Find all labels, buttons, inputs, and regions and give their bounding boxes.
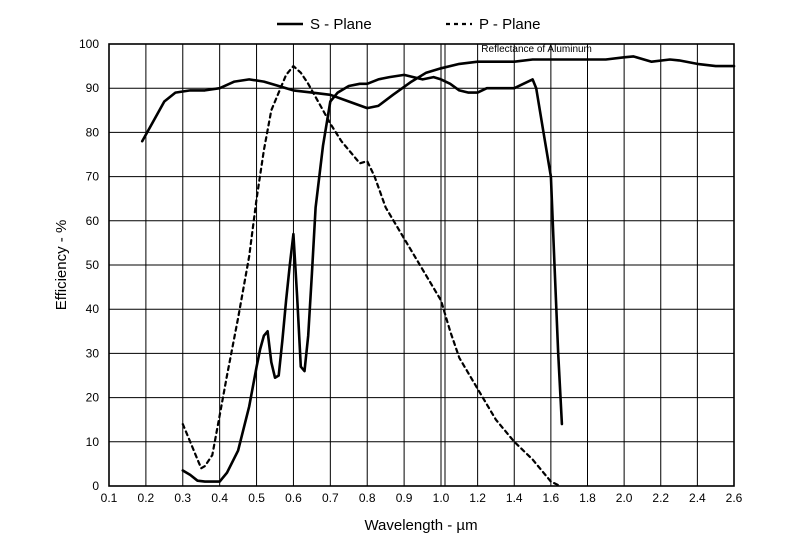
y-tick-label: 50 <box>86 258 100 272</box>
x-tick-label: 0.6 <box>285 491 302 505</box>
x-tick-label: 0.1 <box>101 491 118 505</box>
y-tick-label: 80 <box>86 125 100 139</box>
series-line-p-plane <box>181 64 562 488</box>
x-tick-label: 1.4 <box>506 491 523 505</box>
x-tick-label: 2.4 <box>689 491 706 505</box>
x-tick-label: 2.6 <box>726 491 743 505</box>
y-tick-label: 0 <box>92 479 99 493</box>
x-tick-label: 0.5 <box>248 491 265 505</box>
x-tick-label: 0.3 <box>174 491 191 505</box>
x-tick-label: 2.0 <box>616 491 633 505</box>
y-tick-label: 20 <box>86 391 100 405</box>
grid <box>108 43 735 487</box>
x-tick-label: 1.0 <box>433 491 450 505</box>
y-tick-label: 30 <box>86 346 100 360</box>
legend: S - Plane P - Plane <box>277 16 540 33</box>
x-tick-label: 1.8 <box>579 491 596 505</box>
x-tick-label: 1.6 <box>543 491 560 505</box>
legend-label-p-plane: P - Plane <box>479 16 540 33</box>
x-tick-label: 0.9 <box>396 491 413 505</box>
x-tick-label: 0.4 <box>211 491 228 505</box>
legend-label-s-plane: S - Plane <box>310 16 372 33</box>
y-tick-label: 10 <box>86 435 100 449</box>
x-tick-label: 0.2 <box>138 491 155 505</box>
y-tick-label: 70 <box>86 170 100 184</box>
annotation-label: Reflectance of Aluminum <box>481 44 592 55</box>
y-tick-label: 60 <box>86 214 100 228</box>
tick-labels: 0.1 0.2 0.3 0.4 0.5 0.6 0.7 0.8 0.9 1.0 1.2 1.4 1.6 1… <box>79 37 743 505</box>
x-axis-title: Wavelength - µm <box>364 517 477 534</box>
series-line-s-plane <box>181 73 564 483</box>
y-tick-label: 40 <box>86 302 100 316</box>
plot-frame <box>108 43 735 487</box>
y-tick-label: 100 <box>79 37 99 51</box>
series-layer <box>140 55 736 488</box>
x-tick-label: 1.2 <box>469 491 486 505</box>
x-tick-label: 0.8 <box>359 491 376 505</box>
series-line-reflectance-of-aluminum <box>140 55 736 143</box>
x-tick-label: 0.7 <box>322 491 339 505</box>
annotations: Reflectance of Aluminum <box>481 44 592 55</box>
y-tick-label: 90 <box>86 81 100 95</box>
y-axis-title: Efficiency - % <box>53 220 70 311</box>
x-tick-label: 2.2 <box>652 491 669 505</box>
